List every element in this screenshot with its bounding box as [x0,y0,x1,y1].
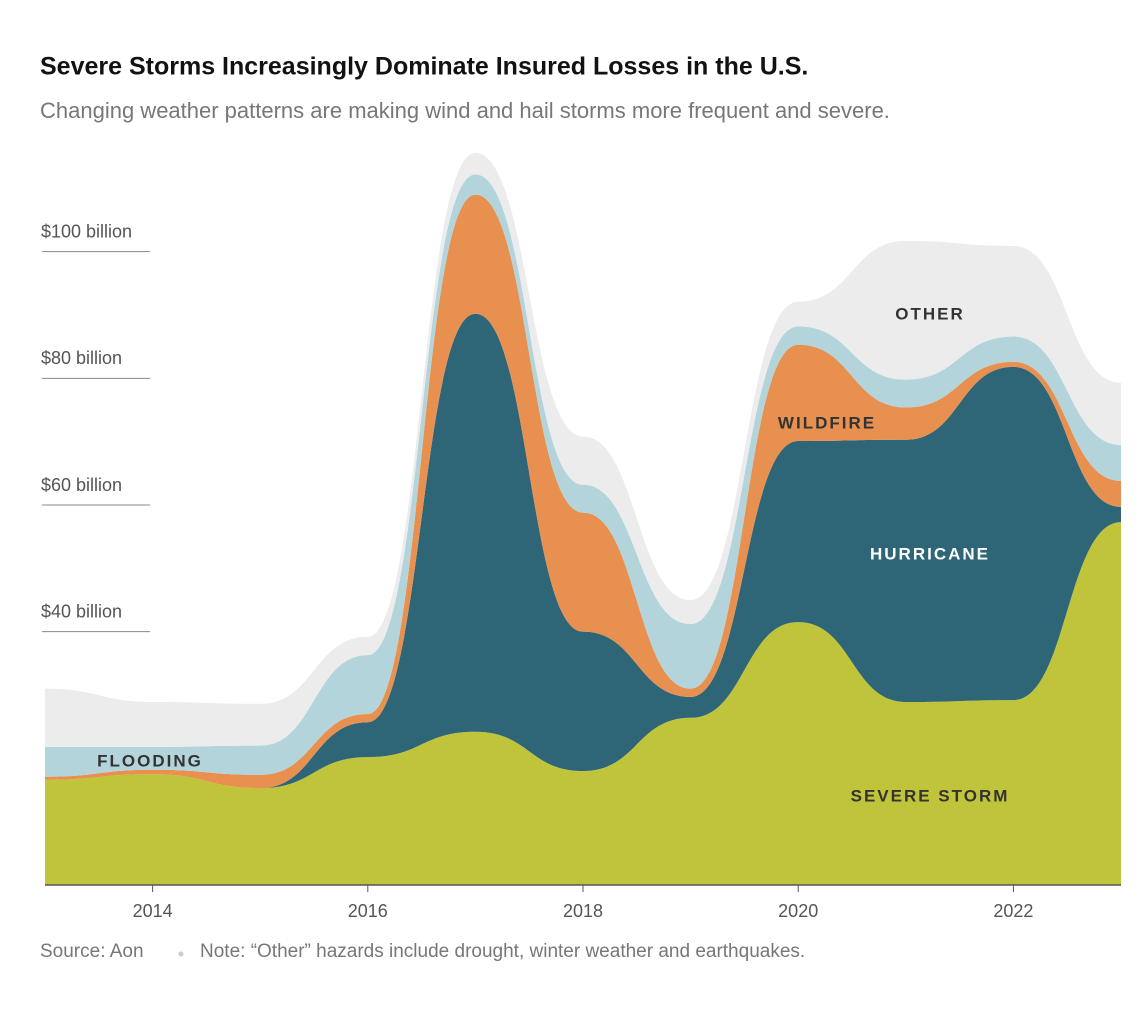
area [45,522,1121,885]
series-label: WILDFIRE [778,413,876,432]
chart-subtitle: Changing weather patterns are making win… [40,98,890,123]
plot: $40 billion $60 billion $80 billion $100 bi… [41,152,1121,921]
x-tick-label: 2016 [348,901,388,921]
area [45,313,1121,789]
source: Source: Aon [40,941,144,962]
separator [178,951,184,957]
y-tick-label: $80 billion [41,348,122,368]
series-label: OTHER [895,304,965,323]
y-tick-label: $40 billion [41,601,122,621]
x-tick-label: 2022 [993,901,1033,921]
y-tick-label: $100 billion [41,221,132,241]
series-label: FLOODING [97,751,203,770]
y-tick-label: $60 billion [41,475,122,495]
x-tick-label: 2018 [563,901,603,921]
x-tick-label: 2014 [133,901,173,921]
chart-title: Severe Storms Increasingly Dominate Insu… [40,53,808,81]
areas [45,152,1121,885]
series-label: SEVERE STORM [851,786,1010,805]
note: Note: “Other” hazards include drought, w… [200,941,805,962]
series-label: HURRICANE [870,544,990,563]
area [45,152,1121,747]
x-tick-label: 2020 [778,901,818,921]
